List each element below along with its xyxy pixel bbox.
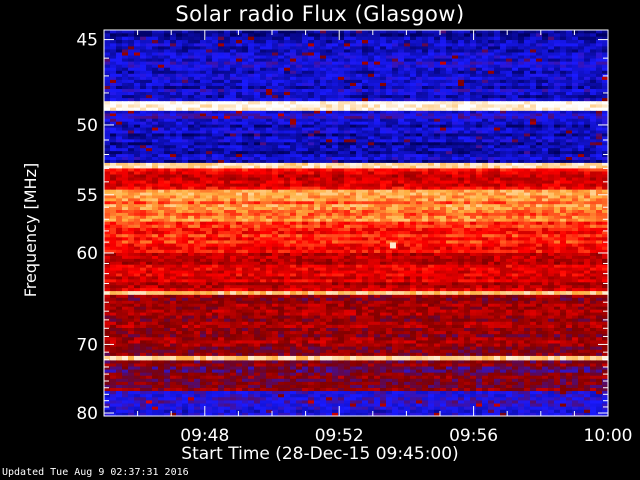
y-tick-label: 80 [76, 404, 98, 424]
spectrogram-band [104, 391, 609, 417]
y-axis-label: Frequency [MHz] [21, 162, 40, 298]
spectrogram-band [104, 315, 609, 357]
updated-timestamp: Updated Tue Aug 9 02:37:31 2016 [2, 467, 189, 478]
spectrogram-band [104, 101, 609, 112]
spectrogram-band [104, 162, 609, 170]
spectrogram-band [104, 355, 609, 362]
x-axis: 09:48 09:52 09:56 10:00 [103, 30, 633, 446]
spectrogram-band [104, 252, 609, 292]
spectrogram-band [104, 189, 609, 223]
y-tick-label: 70 [76, 335, 98, 355]
chart-title: Solar radio Flux (Glasgow) [175, 2, 465, 26]
x-tick-label: 09:48 [180, 426, 229, 446]
y-tick-label: 50 [76, 116, 98, 136]
spectrogram-band [104, 118, 609, 164]
y-axis: 45 50 55 60 70 80 [76, 31, 608, 424]
spectrogram-band [104, 110, 609, 120]
spectrogram-band [104, 294, 609, 317]
spectrogram-band [104, 168, 609, 191]
spectrogram-band [104, 221, 609, 254]
x-tick-label: 09:52 [315, 426, 364, 446]
y-tick-label: 45 [76, 31, 98, 51]
spectrogram-band [104, 360, 609, 392]
burst-mark [389, 242, 396, 249]
spectrogram-band [104, 291, 609, 296]
plot-area [104, 30, 609, 417]
plot-frame [103, 29, 609, 417]
spectrogram-band [104, 30, 609, 44]
x-axis-label: Start Time (28-Dec-15 09:45:00) [181, 444, 459, 464]
y-tick-label: 55 [76, 186, 98, 206]
y-tick-label: 60 [76, 244, 98, 264]
x-tick-label: 10:00 [584, 426, 633, 446]
spectrogram-band [104, 43, 609, 102]
x-tick-label: 09:56 [449, 426, 498, 446]
